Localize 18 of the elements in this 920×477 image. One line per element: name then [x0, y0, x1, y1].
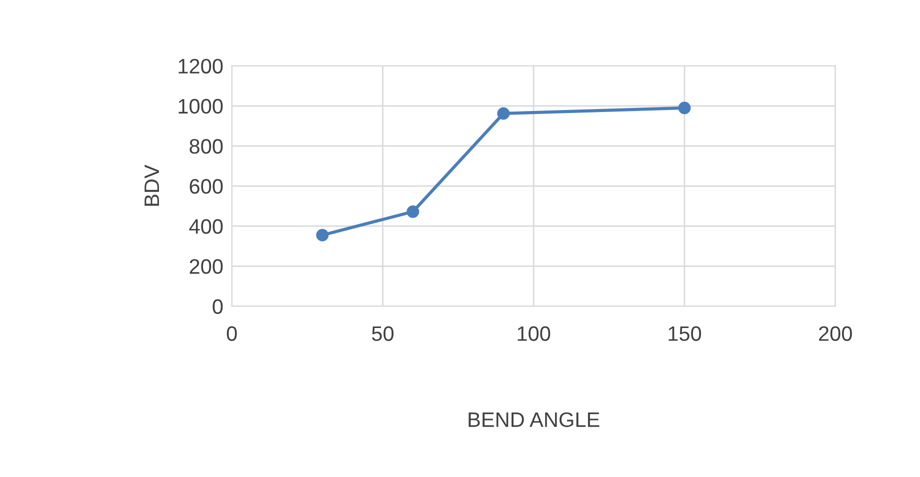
x-tick-label: 150: [668, 326, 702, 341]
x-axis-title: BEND ANGLE: [468, 412, 600, 428]
x-tick-label: 100: [518, 326, 550, 341]
y-tick-label: 400: [189, 219, 223, 234]
point: [316, 228, 329, 242]
x-tick-label: 200: [819, 326, 852, 341]
y-tick-label: 200: [190, 259, 223, 274]
y-tick-label: 0: [212, 299, 223, 314]
point: [678, 102, 691, 114]
y-tick-label: 1000: [178, 98, 223, 114]
y-tick-label: 600: [190, 179, 223, 194]
x-tick-label: 0: [226, 326, 237, 341]
y-axis-title: BDV: [144, 164, 159, 206]
y-tick-label: 800: [190, 138, 223, 154]
point: [497, 107, 510, 120]
x-tick-label: 50: [372, 326, 394, 341]
point: [406, 205, 420, 218]
y-tick-label: 1200: [178, 58, 223, 74]
